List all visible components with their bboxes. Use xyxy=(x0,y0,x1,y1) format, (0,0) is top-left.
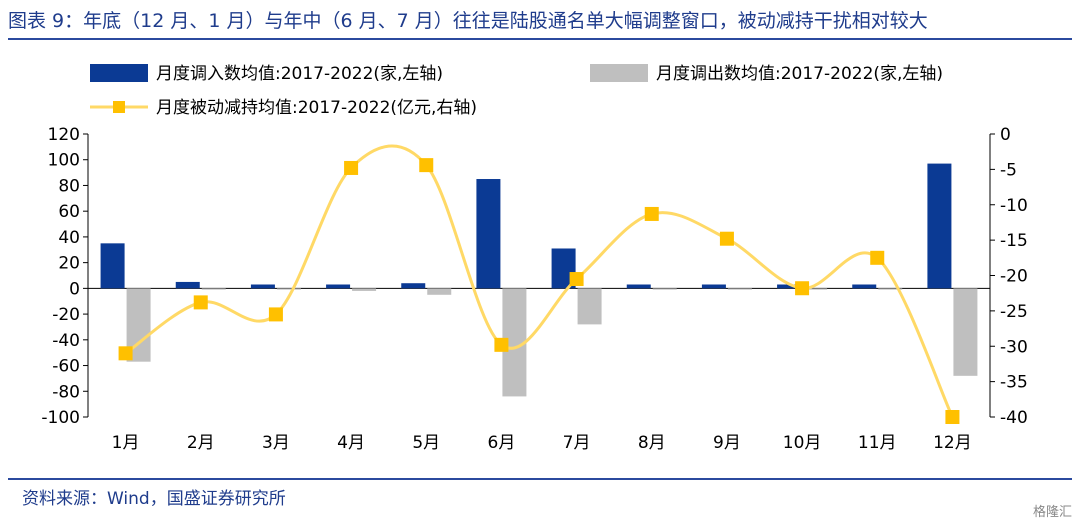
line-point-3 xyxy=(344,160,359,175)
bar-in-2 xyxy=(250,284,275,289)
x-tick-label-6: 7月 xyxy=(563,433,591,453)
bar-in-5 xyxy=(476,179,501,289)
bar-out-6 xyxy=(577,288,602,325)
bar-out-1 xyxy=(201,288,226,290)
x-tick-label-11: 12月 xyxy=(933,433,972,453)
left-tick-label-3: 60 xyxy=(58,202,80,222)
watermark: 格隆汇 xyxy=(1032,505,1072,520)
chart-title: 图表 9：年底（12 月、1 月）与年中（6 月、7 月）往往是陆股通名单大幅调… xyxy=(8,10,928,32)
bar-in-9 xyxy=(777,284,802,289)
line-point-8 xyxy=(719,231,734,246)
bar-out-8 xyxy=(727,288,752,290)
left-tick-label-0: 120 xyxy=(48,125,80,145)
left-tick-label-5: 20 xyxy=(58,254,80,274)
right-tick-label-6: -30 xyxy=(1000,337,1028,357)
bar-out-3 xyxy=(352,288,377,291)
line-point-10 xyxy=(870,250,885,265)
legend-label-2: 月度被动减持均值:2017-2022(亿元,右轴) xyxy=(156,98,477,118)
line-point-6 xyxy=(569,272,584,287)
x-tick-label-3: 4月 xyxy=(337,433,365,453)
bar-in-10 xyxy=(852,284,877,289)
line-point-7 xyxy=(644,206,659,221)
left-tick-label-1: 100 xyxy=(48,151,80,171)
right-tick-label-2: -10 xyxy=(1000,196,1028,216)
legend-swatch-0 xyxy=(90,64,148,82)
bar-in-3 xyxy=(326,284,351,289)
bar-in-7 xyxy=(626,284,651,289)
legend-label-0: 月度调入数均值:2017-2022(家,左轴) xyxy=(156,64,443,84)
left-tick-label-7: -20 xyxy=(52,305,80,325)
right-tick-label-5: -25 xyxy=(1000,302,1028,322)
left-tick-label-8: -40 xyxy=(52,331,80,351)
bar-out-4 xyxy=(427,288,452,295)
legend-marker-2 xyxy=(113,101,125,113)
bar-out-11 xyxy=(953,288,978,376)
bar-out-2 xyxy=(276,288,301,290)
x-tick-label-5: 6月 xyxy=(488,433,516,453)
line-passive-reduction xyxy=(124,144,954,418)
right-tick-label-8: -40 xyxy=(1000,408,1028,428)
x-tick-label-2: 3月 xyxy=(262,433,290,453)
left-tick-label-11: -100 xyxy=(41,408,80,428)
legend-label-1: 月度调出数均值:2017-2022(家,左轴) xyxy=(656,64,943,84)
right-tick-label-7: -35 xyxy=(1000,373,1028,393)
right-tick-label-4: -20 xyxy=(1000,267,1028,287)
title-rule xyxy=(8,38,1072,40)
left-tick-label-6: 0 xyxy=(69,279,80,299)
left-tick-label-9: -60 xyxy=(52,357,80,377)
line-point-2 xyxy=(268,307,283,322)
left-tick-label-10: -80 xyxy=(52,382,80,402)
line-point-4 xyxy=(419,158,434,173)
x-tick-label-10: 11月 xyxy=(858,433,897,453)
bar-out-10 xyxy=(878,288,903,290)
source-rule xyxy=(8,478,1072,480)
bar-out-5 xyxy=(502,288,527,397)
line-point-0 xyxy=(118,346,133,361)
bar-in-11 xyxy=(927,163,952,289)
legend-swatch-1 xyxy=(590,64,648,82)
bar-out-9 xyxy=(803,288,828,290)
bar-in-0 xyxy=(100,243,125,289)
source-note: 资料来源：Wind，国盛证券研究所 xyxy=(22,489,286,509)
x-tick-label-1: 2月 xyxy=(187,433,215,453)
right-tick-label-3: -15 xyxy=(1000,231,1028,251)
x-tick-label-9: 10月 xyxy=(783,433,822,453)
left-tick-label-4: 40 xyxy=(58,228,80,248)
x-tick-label-0: 1月 xyxy=(112,433,140,453)
right-tick-label-1: -5 xyxy=(1000,160,1017,180)
x-tick-label-8: 9月 xyxy=(713,433,741,453)
line-point-9 xyxy=(795,281,810,296)
bar-in-8 xyxy=(701,284,726,289)
x-tick-label-4: 5月 xyxy=(412,433,440,453)
line-point-5 xyxy=(494,337,509,352)
bar-in-1 xyxy=(175,281,200,289)
left-tick-label-2: 80 xyxy=(58,176,80,196)
bar-out-7 xyxy=(652,288,677,290)
line-point-1 xyxy=(193,295,208,310)
x-tick-label-7: 8月 xyxy=(638,433,666,453)
right-tick-label-0: 0 xyxy=(1000,125,1011,145)
bar-in-4 xyxy=(401,283,426,289)
line-point-11 xyxy=(945,410,960,424)
chart: 月度调入数均值:2017-2022(家,左轴) 月度调出数均值:2017-2022… xyxy=(41,64,1028,453)
